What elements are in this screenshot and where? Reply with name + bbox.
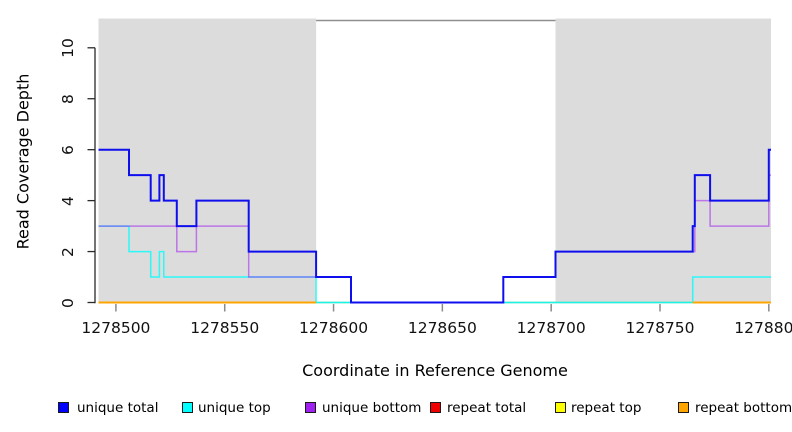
right-shaded-region <box>555 18 771 303</box>
x-tick-label: 1278550 <box>190 319 260 337</box>
y-tick-label: 2 <box>59 246 77 257</box>
series-unique-top <box>98 225 771 304</box>
y-tick-label: 10 <box>59 37 77 58</box>
y-tick-label: 8 <box>59 93 77 104</box>
legend-label-unique-top: unique top <box>198 400 271 416</box>
legend-swatch-repeat-total <box>430 402 441 413</box>
x-tick-label: 1278500 <box>81 319 151 337</box>
y-axis-title: Read Coverage Depth <box>13 73 33 250</box>
x-tick-label: 1278600 <box>299 319 369 337</box>
y-tick-label: 4 <box>59 195 77 206</box>
legend-label-repeat-bottom: repeat bottom <box>695 400 792 416</box>
left-shaded-region <box>98 18 317 303</box>
legend-label-unique-bottom: unique bottom <box>322 400 422 416</box>
x-tick-label: 1278650 <box>407 319 477 337</box>
legend-label-repeat-total: repeat total <box>447 400 527 416</box>
y-tick-label: 0 <box>59 297 77 308</box>
legend-swatch-unique-total <box>58 402 69 413</box>
legend-swatch-repeat-top <box>555 402 566 413</box>
legend-label-repeat-top: repeat top <box>571 400 642 416</box>
x-axis-title: Coordinate in Reference Genome <box>302 361 568 380</box>
legend-swatch-unique-bottom <box>305 402 316 413</box>
y-tick-label: 6 <box>59 144 77 155</box>
x-tick-label: 1278700 <box>516 319 586 337</box>
series-unique-total <box>98 148 771 304</box>
legend-swatch-unique-top <box>181 402 193 413</box>
legend-swatch-repeat-bottom <box>678 402 690 413</box>
x-tick-label: 1278750 <box>625 319 695 337</box>
legend-label-unique-total: unique total <box>77 400 159 416</box>
